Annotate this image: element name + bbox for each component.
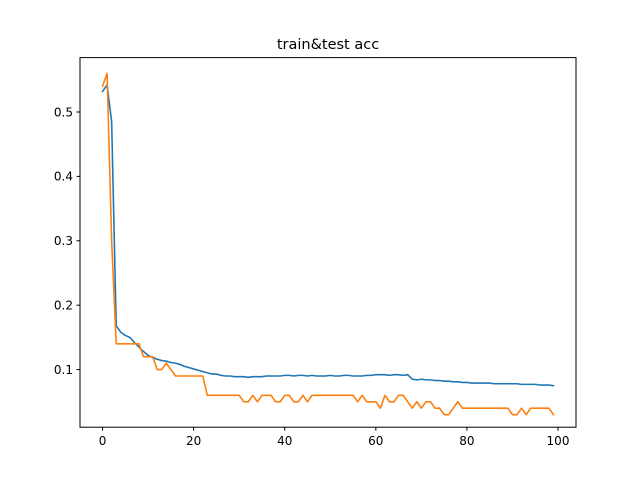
y-tick-label: 0.2 <box>54 298 73 312</box>
series-line-1 <box>101 84 555 387</box>
y-tick-label: 0.5 <box>54 105 73 119</box>
y-axis: 0.1 0.2 0.3 0.4 0.5 <box>54 105 80 377</box>
x-tick-label: 0 <box>99 434 107 448</box>
x-tick-label: 80 <box>459 434 474 448</box>
y-tick-label: 0.3 <box>54 234 73 248</box>
x-tick-label: 40 <box>277 434 292 448</box>
chart-title: train&test acc <box>277 37 379 53</box>
x-tick-label: 60 <box>368 434 383 448</box>
plot-frame <box>79 57 577 428</box>
series-layer <box>101 72 555 416</box>
y-tick-label: 0.4 <box>54 170 73 184</box>
y-tick-label: 0.1 <box>54 363 73 377</box>
x-tick-label: 100 <box>547 434 570 448</box>
x-axis: 0 20 40 60 80 100 <box>99 427 570 448</box>
series-line-2 <box>101 72 555 416</box>
x-tick-label: 20 <box>186 434 201 448</box>
